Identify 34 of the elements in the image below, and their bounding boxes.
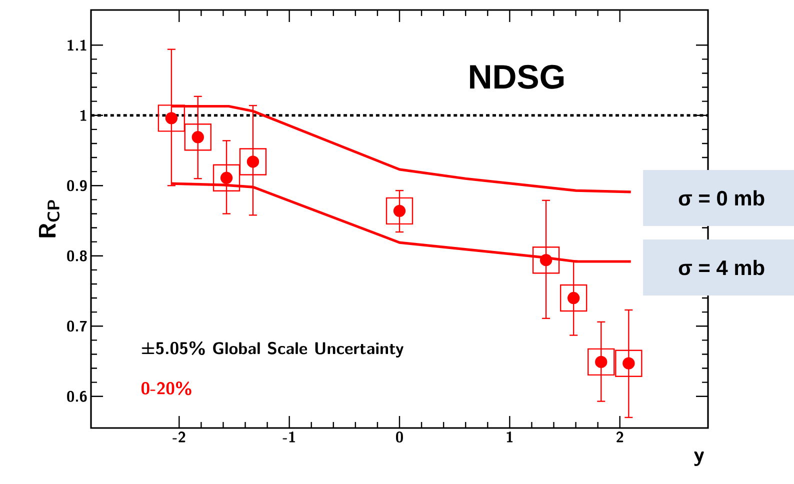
y-tick-label: 0.9 (67, 180, 87, 192)
x-tick-label: 0 (396, 432, 403, 443)
point (184, 124, 212, 151)
text: σ = 4 mb (678, 260, 764, 276)
y-tick-label: 1 (80, 110, 86, 121)
point (560, 284, 588, 312)
point (393, 204, 406, 218)
point (386, 197, 414, 225)
x-axis-title: y (694, 452, 704, 466)
point (540, 254, 552, 266)
x-tick-label: 1 (506, 432, 513, 442)
point (615, 350, 642, 377)
y-tick-label: 0.6 (67, 390, 87, 402)
y-tick-label: 1.1 (68, 40, 86, 50)
y-tick-label: 0.8 (67, 250, 87, 262)
annotation: 0-20% (142, 381, 192, 396)
annotation: NDSG (470, 64, 564, 89)
x-tick-label: 2 (616, 432, 624, 442)
point (595, 356, 608, 368)
y-tick-label: 0.7 (67, 320, 87, 332)
point (165, 112, 178, 124)
text: σ = 0 mb (678, 190, 764, 206)
point (239, 148, 267, 176)
point (622, 357, 635, 370)
point (158, 104, 186, 132)
point (246, 156, 260, 168)
point (192, 131, 204, 144)
point (588, 348, 615, 376)
point (532, 246, 560, 274)
point (567, 292, 580, 304)
x-tick-label: -2 (172, 432, 186, 442)
y-axis-title: R$_{CP}$ (38, 200, 60, 238)
annotation: ±5.05% Global Scale Uncertainty (142, 341, 404, 358)
x-tick-label: -1 (282, 432, 296, 442)
